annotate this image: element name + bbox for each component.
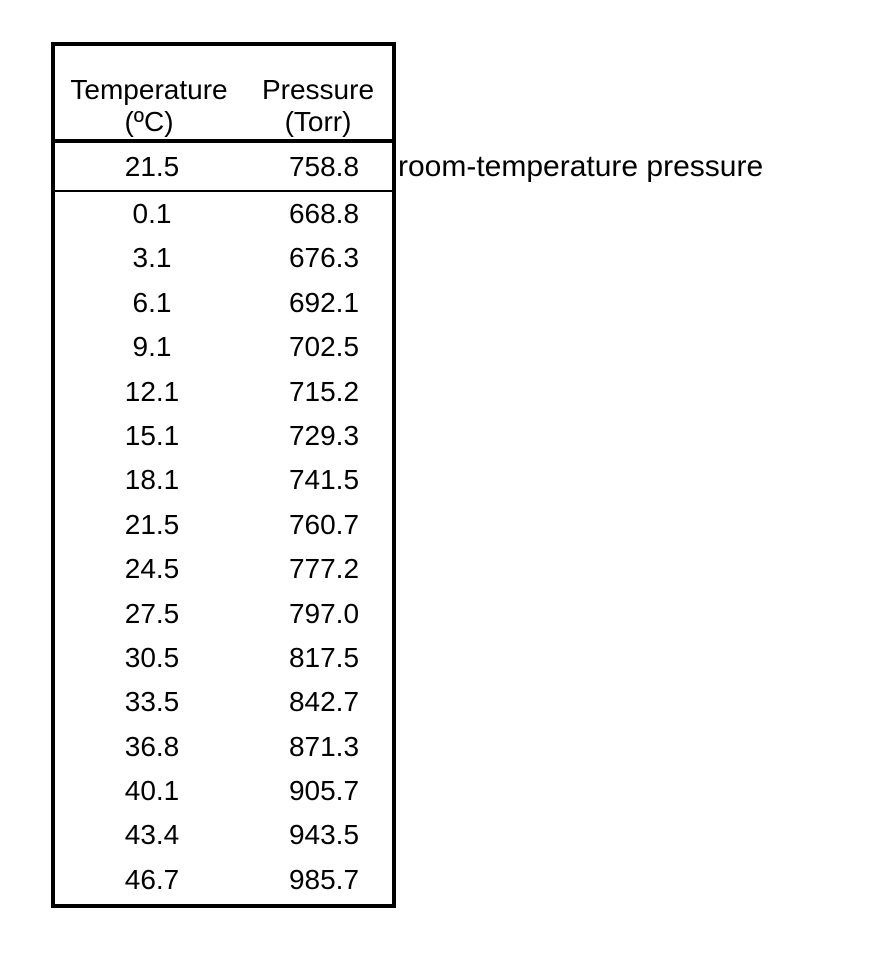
table-row: 24.5 777.2 [55, 547, 392, 591]
pressure-column-header: Pressure (Torr) [259, 74, 377, 138]
room-temperature-row: 21.5 758.8 [55, 143, 392, 192]
pressure-cell: 715.2 [288, 375, 360, 407]
temperature-cell: 18.1 [124, 464, 180, 496]
table-row: 15.1 729.3 [55, 414, 392, 458]
pressure-cell: 985.7 [288, 863, 360, 895]
table-header: Temperature (ºC) Pressure (Torr) [55, 46, 392, 143]
temperature-cell: 30.5 [124, 641, 180, 673]
temperature-cell: 6.1 [132, 286, 172, 318]
temperature-cell: 33.5 [124, 686, 180, 718]
temperature-cell: 40.1 [124, 775, 180, 807]
pressure-cell: 817.5 [288, 641, 360, 673]
table-row: 12.1 715.2 [55, 370, 392, 414]
temperature-cell: 24.5 [124, 553, 180, 585]
temperature-cell: 12.1 [124, 375, 180, 407]
temperature-cell: 43.4 [124, 819, 180, 851]
temperature-cell: 27.5 [124, 597, 180, 629]
pressure-header-unit: (Torr) [284, 106, 352, 137]
pressure-cell: 668.8 [288, 198, 360, 229]
table-row: 6.1 692.1 [55, 281, 392, 325]
table-row: 43.4 943.5 [55, 813, 392, 857]
table-row: 21.5 760.7 [55, 503, 392, 547]
pressure-cell: 741.5 [288, 464, 360, 496]
table-row: 3.1 676.3 [55, 236, 392, 280]
table-row: 30.5 817.5 [55, 636, 392, 680]
temperature-cell: 15.1 [124, 419, 180, 451]
table-row: 18.1 741.5 [55, 458, 392, 502]
pressure-cell: 760.7 [288, 508, 360, 540]
pressure-cell: 905.7 [288, 775, 360, 807]
temperature-pressure-table: Temperature (ºC) Pressure (Torr) 21.5 75… [51, 42, 396, 908]
table-row: 27.5 797.0 [55, 592, 392, 636]
temperature-cell: 36.8 [124, 730, 180, 762]
pressure-cell: 797.0 [288, 597, 360, 629]
pressure-cell: 777.2 [288, 553, 360, 585]
table-row: 36.8 871.3 [55, 725, 392, 769]
pressure-cell: 871.3 [288, 730, 360, 762]
pressure-cell: 702.5 [288, 331, 360, 363]
room-pressure-cell: 758.8 [288, 151, 360, 182]
temperature-cell: 46.7 [124, 863, 180, 895]
table-row: 40.1 905.7 [55, 769, 392, 813]
room-temperature-cell: 21.5 [124, 151, 180, 182]
temperature-cell: 3.1 [132, 242, 172, 274]
room-temperature-annotation: room-temperature pressure [398, 150, 764, 183]
pressure-cell: 842.7 [288, 686, 360, 718]
table-row: 0.1 668.8 [55, 192, 392, 236]
table-body: 0.1 668.8 3.1 676.3 6.1 692.1 9.1 702.5 12.1 715.… [55, 192, 392, 902]
temperature-cell: 9.1 [132, 331, 172, 363]
pressure-cell: 676.3 [288, 242, 360, 274]
pressure-cell: 729.3 [288, 419, 360, 451]
pressure-header-label: Pressure [261, 74, 375, 105]
table-row: 33.5 842.7 [55, 680, 392, 724]
pressure-cell: 943.5 [288, 819, 360, 851]
temperature-header-unit: (ºC) [124, 106, 174, 137]
temperature-column-header: Temperature (ºC) [61, 74, 237, 138]
table-row: 46.7 985.7 [55, 858, 392, 902]
table-row: 9.1 702.5 [55, 325, 392, 369]
temperature-header-label: Temperature [70, 74, 228, 105]
temperature-cell: 21.5 [124, 508, 180, 540]
pressure-cell: 692.1 [288, 286, 360, 318]
temperature-cell: 0.1 [132, 198, 172, 229]
